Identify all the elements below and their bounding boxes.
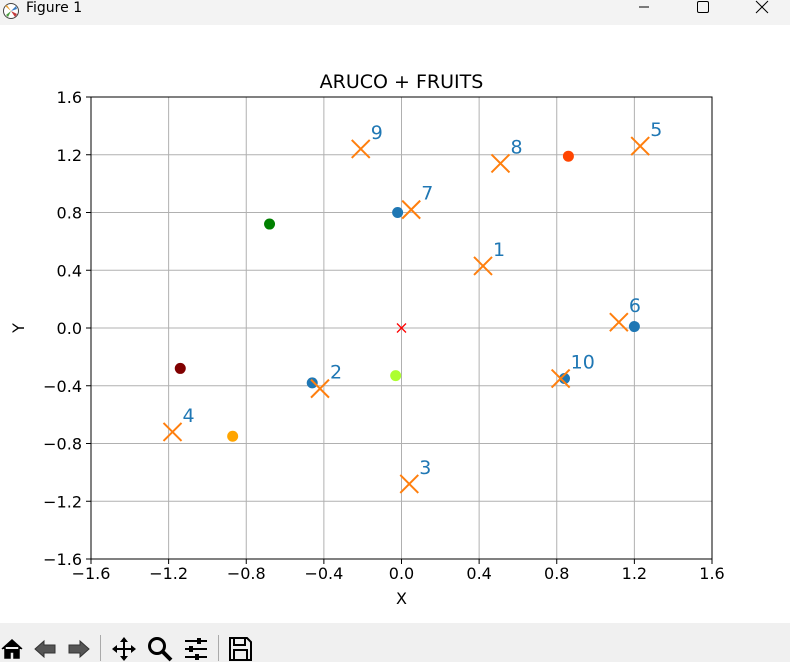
scatter-dot xyxy=(390,370,402,382)
forward-icon[interactable] xyxy=(64,635,92,663)
pan-icon[interactable] xyxy=(110,635,138,663)
figure-canvas[interactable]: −1.6 −1.2 −0.8 −0.4 0.0 0.4 0.8 1.2 1.6 −1.6 −1.2 −… xyxy=(0,25,790,623)
marker-x xyxy=(609,312,629,332)
x-tick-label: −1.6 xyxy=(72,564,111,583)
scatter-dot xyxy=(559,373,571,385)
x-tick-label: 1.6 xyxy=(699,564,724,583)
scatter-dot xyxy=(227,430,239,442)
x-tick-label: 1.2 xyxy=(622,564,647,583)
window-titlebar: Figure 1 xyxy=(0,0,790,25)
toolbar-separator xyxy=(100,635,101,661)
marker-x xyxy=(162,422,183,442)
scatter-dot xyxy=(628,321,640,333)
maximize-icon xyxy=(697,1,709,13)
navigation-toolbar xyxy=(0,623,790,662)
marker-x xyxy=(399,474,419,494)
marker-label: 7 xyxy=(421,183,433,205)
matplotlib-logo-icon xyxy=(3,3,19,19)
marker-x xyxy=(401,199,421,220)
scatter-dot xyxy=(264,218,276,230)
window-title: Figure 1 xyxy=(26,0,83,16)
marker-label: 10 xyxy=(571,352,595,374)
scatter-dot xyxy=(306,377,318,389)
x-tick-label: 0.0 xyxy=(389,564,414,583)
zoom-icon[interactable] xyxy=(146,635,174,663)
chart-title: ARUCO + FRUITS xyxy=(320,71,484,93)
marker-x xyxy=(550,368,571,389)
x-tick-label: 0.4 xyxy=(466,564,491,583)
y-tick-label: 1.2 xyxy=(57,146,82,165)
x-tick-label: −0.8 xyxy=(227,564,266,583)
marker-label: 2 xyxy=(330,362,342,384)
y-tick-label: −1.2 xyxy=(43,492,82,511)
scatter-plot: −1.6 −1.2 −0.8 −0.4 0.0 0.4 0.8 1.2 1.6 −1.6 −1.2 −… xyxy=(9,71,725,608)
y-tick-label: 0.0 xyxy=(57,319,82,338)
origin-marker xyxy=(396,323,407,333)
marker-x xyxy=(473,256,493,276)
y-tick-label: −0.8 xyxy=(43,435,82,454)
marker-label: 3 xyxy=(419,457,431,479)
x-tick-label: −0.4 xyxy=(304,564,343,583)
y-tick-label: 0.4 xyxy=(57,261,82,280)
y-axis-label: Y xyxy=(9,323,28,334)
y-tick-label: 0.8 xyxy=(57,204,82,223)
scatter-dot xyxy=(392,207,404,218)
marker-x xyxy=(490,153,511,174)
scatter-dot xyxy=(562,150,574,162)
marker-x xyxy=(310,378,330,399)
toolbar-separator xyxy=(218,635,219,661)
marker-x xyxy=(351,139,371,159)
back-icon[interactable] xyxy=(32,635,60,663)
marker-label: 1 xyxy=(493,239,505,261)
y-tick-label: −1.6 xyxy=(43,550,82,569)
save-icon[interactable] xyxy=(226,635,254,663)
y-tick-label: 1.6 xyxy=(57,88,82,107)
marker-label: 8 xyxy=(510,136,522,158)
marker-x xyxy=(630,136,650,156)
marker-label: 9 xyxy=(371,122,383,144)
x-tick-label: 0.8 xyxy=(544,564,569,583)
marker-label: 4 xyxy=(183,405,195,427)
maximize-button[interactable] xyxy=(680,0,726,14)
minimize-button[interactable] xyxy=(621,0,667,14)
marker-label: 5 xyxy=(650,119,662,141)
close-button[interactable] xyxy=(739,0,785,14)
home-icon[interactable] xyxy=(0,635,28,663)
y-tick-label: −0.4 xyxy=(43,377,82,396)
configure-subplots-icon[interactable] xyxy=(182,635,210,663)
x-axis-label: X xyxy=(396,589,407,608)
minimize-icon xyxy=(639,6,649,8)
close-icon xyxy=(755,0,769,14)
scatter-dot xyxy=(174,362,186,374)
x-tick-label: −1.2 xyxy=(149,564,188,583)
marker-label: 6 xyxy=(629,295,641,317)
